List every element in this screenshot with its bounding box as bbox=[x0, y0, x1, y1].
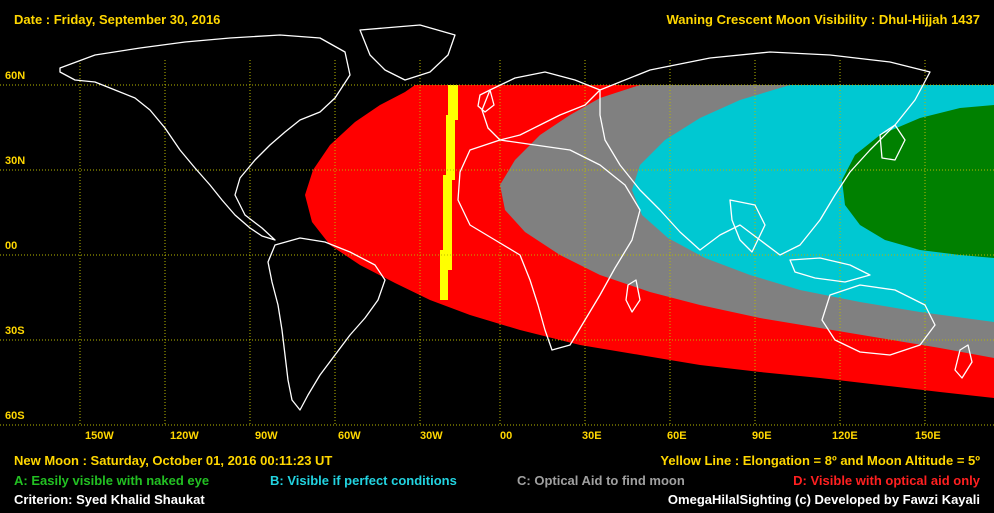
yellow-line bbox=[440, 85, 458, 300]
new-moon-text: New Moon : Saturday, October 01, 2016 00… bbox=[14, 453, 333, 468]
lon-label-150e: 150E bbox=[915, 430, 941, 442]
lon-label-120e: 120E bbox=[832, 430, 858, 442]
lon-label-120w: 120W bbox=[170, 430, 199, 442]
lon-label-30e: 30E bbox=[582, 430, 602, 442]
asia-outline bbox=[599, 51, 931, 256]
madagascar-outline bbox=[625, 279, 641, 313]
lat-label-60s: 60S bbox=[5, 410, 25, 422]
india-outline bbox=[729, 199, 766, 253]
lon-label-60w: 60W bbox=[338, 430, 361, 442]
legend-b: B: Visible if perfect conditions bbox=[270, 473, 457, 488]
map-title: Waning Crescent Moon Visibility : Dhul-H… bbox=[666, 12, 981, 27]
australia-outline bbox=[821, 284, 936, 356]
north-america-outline bbox=[59, 34, 351, 241]
indonesia-outline bbox=[789, 257, 871, 283]
europe-outline bbox=[481, 71, 601, 141]
lon-label-90w: 90W bbox=[255, 430, 278, 442]
greenland-outline bbox=[359, 24, 456, 81]
japan-outline bbox=[879, 124, 906, 161]
lon-label-00: 00 bbox=[500, 430, 513, 442]
lat-label-30n: 30N bbox=[5, 155, 26, 167]
lon-label-60e: 60E bbox=[667, 430, 687, 442]
lon-label-90e: 90E bbox=[752, 430, 772, 442]
zone-a-green bbox=[842, 105, 994, 258]
lat-label-00: 00 bbox=[5, 240, 18, 252]
lat-label-60n: 60N bbox=[5, 70, 26, 82]
africa-outline bbox=[457, 139, 641, 351]
legend-c: C: Optical Aid to find moon bbox=[517, 473, 685, 488]
yellow-line-text: Yellow Line : Elongation = 8º and Moon A… bbox=[660, 453, 980, 468]
coastlines bbox=[59, 24, 973, 411]
credit-text: OmegaHilalSighting (c) Developed by Fawz… bbox=[667, 492, 980, 507]
date-header: Date : Friday, September 30, 2016 bbox=[14, 12, 221, 27]
uk-outline bbox=[477, 89, 495, 113]
south-america-outline bbox=[267, 237, 386, 411]
legend-d: D: Visible with optical aid only bbox=[793, 473, 980, 488]
lat-lon-grid bbox=[0, 60, 994, 426]
new-zealand-outline bbox=[954, 344, 973, 379]
criterion-text: Criterion: Syed Khalid Shaukat bbox=[14, 492, 205, 507]
lon-label-30w: 30W bbox=[420, 430, 443, 442]
legend-a: A: Easily visible with naked eye bbox=[14, 473, 210, 488]
lat-label-30s: 30S bbox=[5, 325, 25, 337]
lon-label-150w: 150W bbox=[85, 430, 114, 442]
